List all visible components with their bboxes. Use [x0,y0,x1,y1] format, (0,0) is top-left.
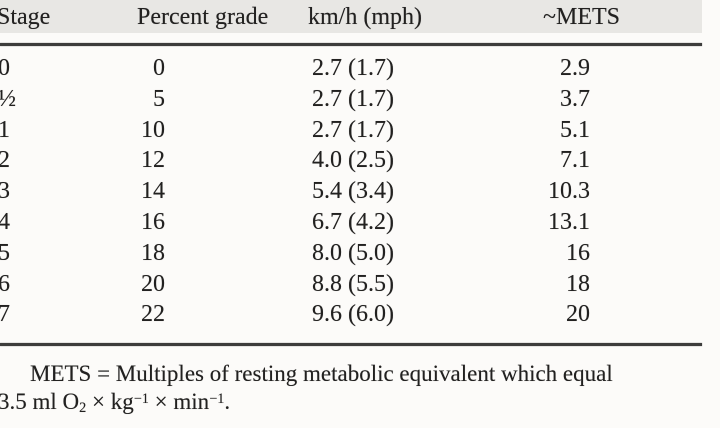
cell-stage: 5 [0,239,10,266]
cell-percent-grade: 18 [141,239,165,266]
cell-percent-grade: 22 [141,301,165,328]
cell-percent-grade: 14 [141,178,165,205]
cell-stage: 0 [0,55,10,81]
cell-percent-grade: 16 [141,208,165,235]
cell-mets: 2.9 [560,55,590,81]
table-row: 3 14 5.4 (3.4) 10.3 [0,176,702,207]
cell-stage: 6 [0,270,10,297]
table-footnote: METS = Multiples of resting metabolic eq… [0,360,720,419]
table-row: ½ 5 2.7 (1.7) 3.7 [0,84,702,115]
cell-speed: 9.6 (6.0) [312,301,394,328]
cell-speed: 2.7 (1.7) [312,85,394,112]
table-body: 0 0 2.7 (1.7) 2.9 ½ 5 2.7 (1.7) 3.7 1 10… [0,53,702,330]
cell-speed: 5.4 (3.4) [312,178,394,205]
cell-speed: 2.7 (1.7) [312,116,394,143]
column-header-stage: Stage [0,4,51,30]
cell-percent-grade: 20 [141,270,165,297]
footnote-oxygen-subscript: 2 [79,399,87,416]
cell-stage: ½ [0,85,16,112]
cell-stage: 1 [0,116,10,143]
footnote-min-term: × min [148,389,210,414]
footnote-period: . [224,389,231,414]
cell-mets: 5.1 [560,116,590,143]
cell-speed: 2.7 (1.7) [312,55,394,81]
footnote-kg-term: × kg [86,389,134,414]
column-header-speed: km/h (mph) [308,4,422,30]
cell-speed: 8.8 (5.5) [312,270,394,297]
cell-mets: 16 [566,239,590,266]
cell-percent-grade: 0 [153,55,165,81]
table-row: 7 22 9.6 (6.0) 20 [0,299,702,330]
cell-mets: 13.1 [548,208,590,235]
table-bottom-rule [0,343,702,346]
column-header-mets: ~METS [543,4,620,30]
cell-stage: 4 [0,208,10,235]
header-divider-rule [0,43,702,46]
cell-mets: 10.3 [548,178,590,205]
cell-mets: 20 [566,301,590,328]
cell-speed: 4.0 (2.5) [312,147,394,174]
footnote-line-1: METS = Multiples of resting metabolic eq… [30,361,613,386]
table-row: 4 16 6.7 (4.2) 13.1 [0,207,702,238]
footnote-min-exponent: −1 [209,391,225,408]
table-row: 0 0 2.7 (1.7) 2.9 [0,53,702,84]
column-header-percent-grade: Percent grade [137,4,269,30]
cell-percent-grade: 12 [141,147,165,174]
cell-stage: 7 [0,301,10,328]
cell-percent-grade: 5 [153,85,165,112]
cell-mets: 18 [566,270,590,297]
table-row: 6 20 8.8 (5.5) 18 [0,269,702,300]
cell-stage: 2 [0,147,10,174]
cell-percent-grade: 10 [141,116,165,143]
cell-speed: 6.7 (4.2) [312,208,394,235]
footnote-line-2: 3.5 ml O2 × kg−1 × min−1. [0,388,720,419]
cell-stage: 3 [0,178,10,205]
footnote-kg-exponent: −1 [133,391,149,408]
table-row: 1 10 2.7 (1.7) 5.1 [0,115,702,146]
table-header-row: Stage Percent grade km/h (mph) ~METS [0,0,702,33]
cell-speed: 8.0 (5.0) [312,239,394,266]
cell-mets: 7.1 [560,147,590,174]
table-row: 5 18 8.0 (5.0) 16 [0,238,702,269]
cell-mets: 3.7 [560,85,590,112]
footnote-oxygen-base: 3.5 ml O [0,389,80,414]
table-row: 2 12 4.0 (2.5) 7.1 [0,145,702,176]
